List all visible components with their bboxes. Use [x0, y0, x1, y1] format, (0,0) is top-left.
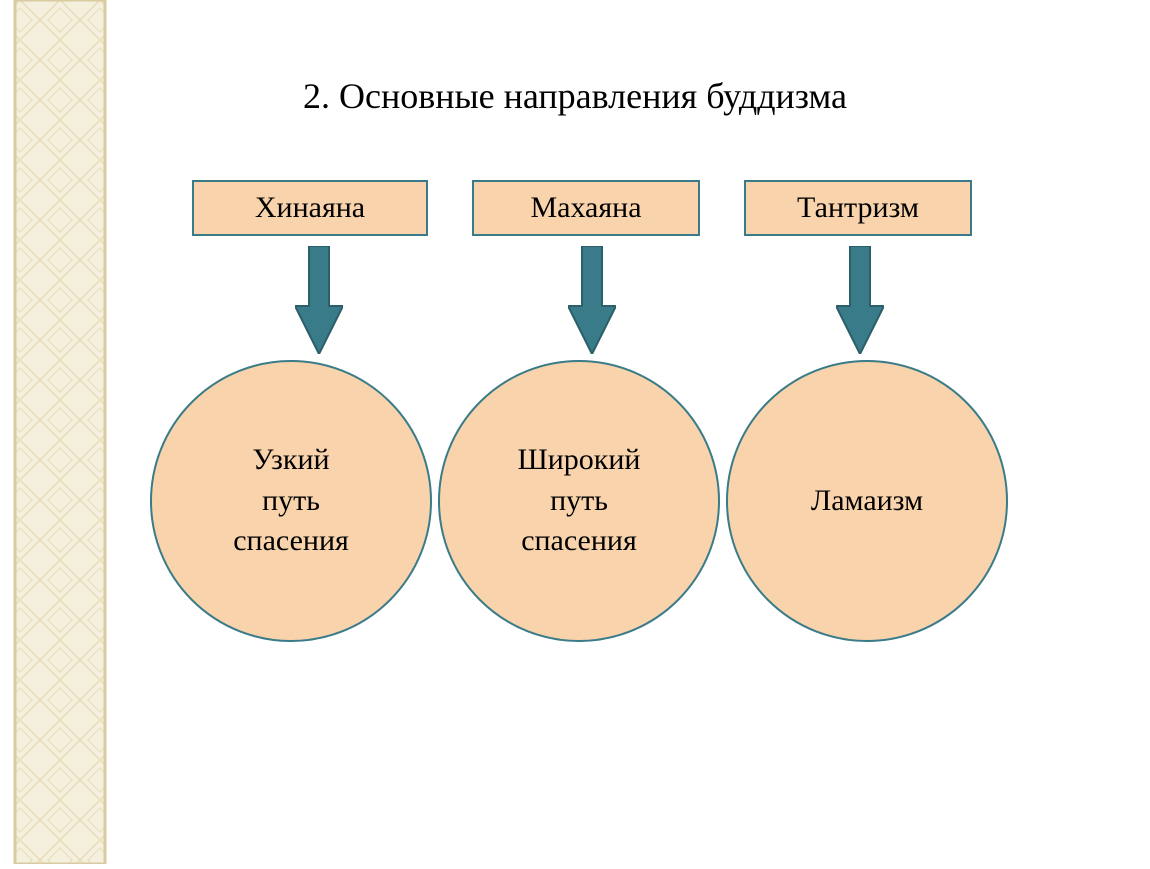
circle-label: Ламаизм: [811, 481, 923, 522]
arrow-down-icon: [836, 246, 884, 359]
box-label: Хинаяна: [255, 191, 365, 225]
circle-label: Широкийпутьспасения: [517, 440, 640, 562]
circle-wide-path: Широкийпутьспасения: [438, 360, 720, 642]
box-hinayana: Хинаяна: [192, 180, 428, 236]
box-label: Тантризм: [797, 191, 919, 225]
box-tantrism: Тантризм: [744, 180, 972, 236]
sidebar-decoration: [0, 0, 120, 864]
arrow-down-icon: [295, 246, 343, 359]
arrow-down-icon: [568, 246, 616, 359]
circle-narrow-path: Узкийпутьспасения: [150, 360, 432, 642]
box-label: Махаяна: [530, 191, 641, 225]
circle-label: Узкийпутьспасения: [233, 440, 349, 562]
box-mahayana: Махаяна: [472, 180, 700, 236]
slide-title: 2. Основные направления буддизма: [0, 75, 1150, 117]
circle-lamaism: Ламаизм: [726, 360, 1008, 642]
